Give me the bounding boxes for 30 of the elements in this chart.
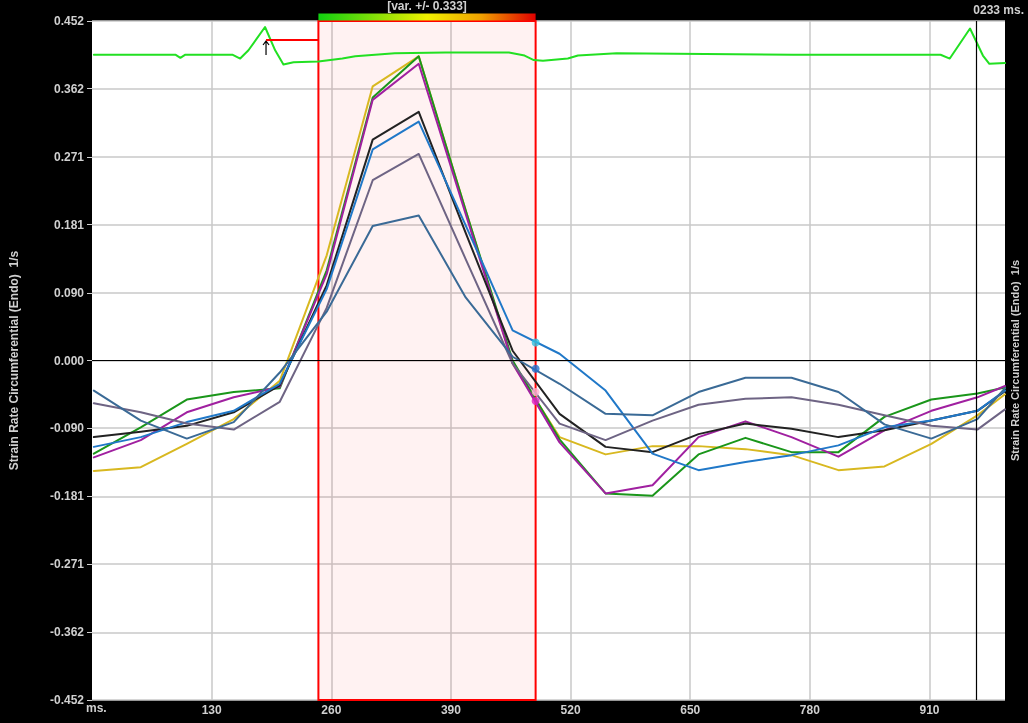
y-tick-label: -0.362 <box>49 625 85 640</box>
y-tick-label: 0.271 <box>53 149 85 164</box>
x-tick-label: 130 <box>201 703 222 717</box>
line-series <box>92 214 1006 440</box>
point <box>531 364 540 373</box>
point <box>531 388 540 397</box>
x-tick-label: 520 <box>560 703 581 717</box>
y-tick-label: -0.090 <box>49 421 85 436</box>
text: [var. +/- 0.333] <box>387 0 467 13</box>
y-tick-label: -0.271 <box>49 557 85 572</box>
y-tick-label: 0.000 <box>53 353 85 368</box>
x-tick-label: 390 <box>440 703 462 717</box>
line-series <box>92 26 1006 66</box>
y-tick-label: -0.452 <box>49 693 85 707</box>
y-tick-label: 0.452 <box>53 14 85 28</box>
x-tick-label: 650 <box>680 703 701 717</box>
x-tick-label: 260 <box>321 703 342 717</box>
y-tick-label: 0.090 <box>53 285 85 300</box>
x-axis-title: ms. <box>86 701 107 715</box>
y2-axis-title: Strain Rate Circumferential (Endo) 1/s <box>1008 259 1021 462</box>
x-tick-label: 780 <box>799 703 821 717</box>
y-tick-label: 0.181 <box>53 217 85 232</box>
text: 0233 ms. <box>973 3 1024 17</box>
y-axis-title: Strain Rate Circumferential (Endo) 1/s <box>7 250 21 471</box>
x-tick-label: 910 <box>919 703 940 717</box>
point <box>531 397 540 406</box>
y-tick-label: -0.181 <box>49 489 85 504</box>
y-tick-label: 0.362 <box>53 81 85 96</box>
line-series <box>92 152 1006 442</box>
point <box>531 338 540 347</box>
